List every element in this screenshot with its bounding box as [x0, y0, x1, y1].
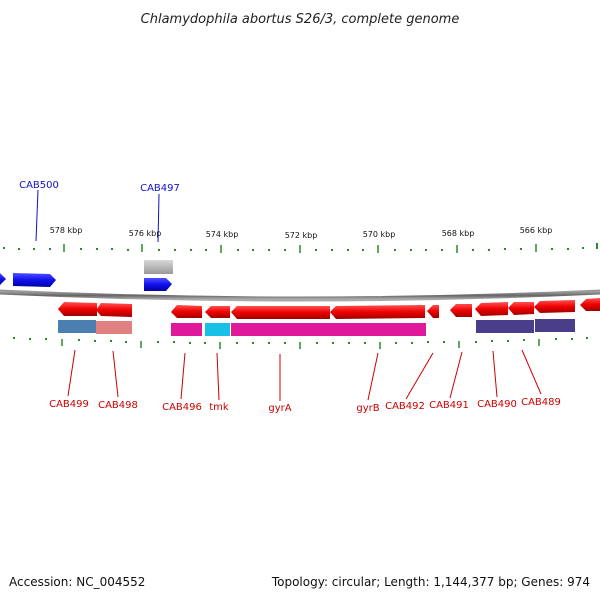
gene-label-CAB490[interactable]: CAB490 [477, 399, 517, 410]
tick-label: 578 kbp [50, 226, 83, 235]
cog-block [535, 319, 575, 332]
tick-label: 576 kbp [129, 229, 162, 238]
label-leader [35, 189, 39, 242]
label-leader [67, 349, 76, 397]
reverse-gene-labels [67, 349, 542, 401]
tick-label: 574 kbp [206, 230, 239, 239]
label-leader [405, 352, 434, 400]
cog-block [58, 320, 96, 333]
outer-minor-ticks [3, 243, 598, 251]
label-leader [367, 352, 379, 401]
label-leader [157, 193, 160, 243]
inner-minor-ticks [13, 337, 588, 344]
outer-tick-marks [63, 244, 537, 253]
inner-tick-marks [61, 339, 540, 349]
tick-labels: 578 kbp 576 kbp 574 kbp 572 kbp 570 kbp … [50, 226, 553, 240]
tick-label: 572 kbp [285, 231, 318, 240]
cog-block [476, 320, 534, 333]
cog-block [96, 321, 132, 334]
cog-block [205, 323, 230, 336]
gene-label-tmk[interactable]: tmk [209, 402, 229, 413]
genome-backbone [0, 289, 600, 302]
label-leader [449, 351, 463, 399]
reverse-gene[interactable] [171, 305, 202, 318]
reverse-gene[interactable] [427, 305, 439, 318]
gene-label-CAB499[interactable]: CAB499 [49, 399, 89, 410]
reverse-strand-genes [58, 298, 600, 319]
reverse-gene[interactable] [580, 298, 600, 311]
label-leader [521, 349, 542, 395]
reverse-gene[interactable] [58, 302, 97, 316]
gene-label-CAB489[interactable]: CAB489 [521, 397, 561, 408]
forward-gene[interactable] [144, 278, 172, 291]
cog-block [144, 260, 173, 274]
gene-label-CAB497[interactable]: CAB497 [140, 183, 180, 194]
cog-block [231, 323, 330, 336]
topology-label: Topology: circular; Length: 1,144,377 bp… [271, 575, 590, 589]
gene-label-gyrB[interactable]: gyrB [356, 403, 379, 414]
reverse-gene[interactable] [450, 304, 472, 317]
gene-label-CAB496[interactable]: CAB496 [162, 402, 202, 413]
tick-label: 566 kbp [520, 226, 553, 235]
label-leader [492, 350, 498, 398]
gene-label-gyrA[interactable]: gyrA [268, 403, 291, 414]
reverse-gene[interactable] [96, 303, 132, 317]
forward-strand-genes [0, 260, 173, 291]
cog-blocks [58, 319, 575, 336]
genome-title: Chlamydophila abortus S26/3, complete ge… [141, 12, 460, 27]
label-leader [112, 350, 119, 398]
reverse-gene[interactable] [508, 302, 534, 315]
label-leader [180, 352, 186, 400]
gene-label-CAB491[interactable]: CAB491 [429, 400, 469, 411]
accession-label: Accession: NC_004552 [9, 575, 145, 589]
gene-label-CAB498[interactable]: CAB498 [98, 400, 138, 411]
forward-gene[interactable] [13, 273, 56, 287]
gene-label-CAB492[interactable]: CAB492 [385, 401, 425, 412]
reverse-gene-label-text: CAB499 CAB498 CAB496 tmk gyrA gyrB CAB49… [49, 397, 561, 414]
reverse-gene[interactable] [475, 302, 508, 316]
gene-label-CAB500[interactable]: CAB500 [19, 180, 59, 191]
reverse-gene[interactable] [205, 306, 230, 318]
reverse-gene[interactable] [330, 305, 425, 319]
label-leader [216, 352, 220, 401]
cog-block [330, 323, 426, 336]
tick-label: 570 kbp [363, 230, 396, 239]
reverse-gene[interactable] [534, 300, 575, 313]
tick-label: 568 kbp [442, 229, 475, 238]
forward-gene[interactable] [0, 273, 6, 285]
cog-block [171, 323, 202, 336]
forward-gene-labels: CAB500 CAB497 [19, 180, 180, 243]
reverse-gene[interactable] [231, 306, 330, 319]
